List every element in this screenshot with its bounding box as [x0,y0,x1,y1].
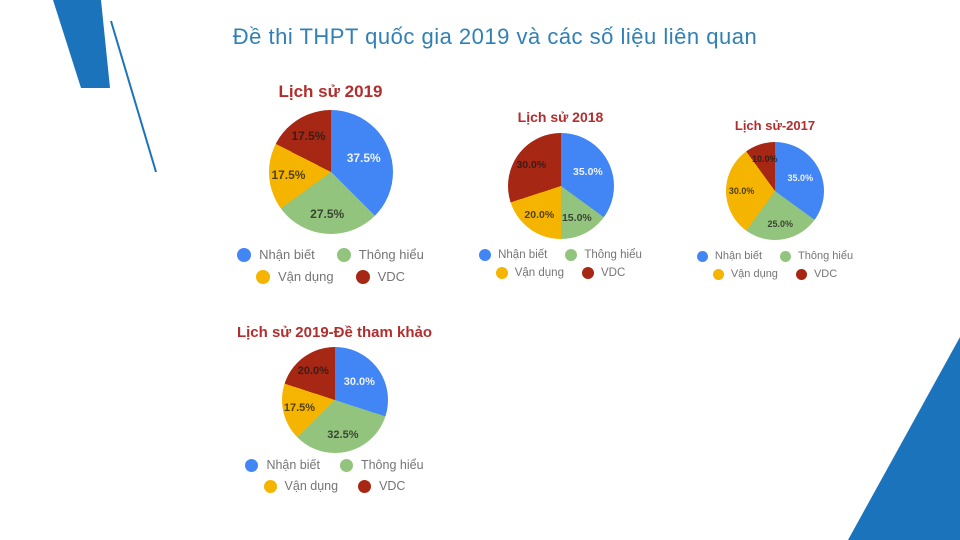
legend-label: Nhận biết [266,458,320,472]
legend-item: Vận dụng [263,479,339,493]
pie-slice-label: 30.0% [343,375,375,388]
legend-item: Thông hiểu [339,458,424,472]
legend-item: Thông hiểu [336,247,424,262]
legend-label: Thông hiểu [584,249,642,261]
legend-row: Vận dụng VDC [255,269,406,284]
legend-color-dot-icon [358,479,372,493]
legend-color-dot-icon [780,250,792,262]
page-title: Đề thi THPT quốc gia 2019 và các số liệu… [232,24,758,49]
legend-color-dot-icon [355,269,370,284]
legend-label: VDC [377,269,406,284]
legend-label: VDC [600,267,626,279]
legend-item: Vận dụng [495,267,564,279]
legend-label: Thông hiểu [798,250,854,262]
pie-lich-su-2018: 35.0% 15.0% 20.0% 30.0% [507,133,614,239]
legend-color-dot-icon [581,267,594,279]
pie-slice-label: 10.0% [751,154,778,165]
legend-color-dot-icon [237,247,252,262]
chart-legend: Nhận biết Thông hiểu Vận dụng VDC [228,247,433,284]
legend-label: Vận dụng [730,268,778,280]
legend-color-dot-icon [712,268,724,280]
pie-slice-label: 17.5% [283,402,316,415]
chart-legend: Nhận biết Thông hiểu Vận dụng VDC [468,249,653,279]
legend-row: Vận dụng VDC [495,267,626,279]
pie-chart-lich-su-2019-de-tham-khao: Lịch sử 2019-Đề tham khảo 30.0% 32.5% 17.5… [232,323,437,493]
legend-row: Nhận biết Thông hiểu [696,250,853,262]
legend-label: Nhận biết [259,247,315,262]
chart-title: Lịch sử 2018 [517,109,604,125]
legend-item: Vận dụng [712,268,778,280]
legend-color-dot-icon [795,268,807,280]
legend-row: Nhận biết Thông hiểu [245,458,424,472]
legend-item: Nhận biết [245,458,320,472]
legend-color-dot-icon [255,269,270,284]
legend-row: Nhận biết Thông hiểu [237,247,424,262]
legend-label: Vận dụng [277,269,334,284]
legend-item: VDC [581,267,626,279]
legend-row: Vận dụng VDC [712,268,838,280]
legend-label: Nhận biết [714,250,763,262]
legend-item: Thông hiểu [565,249,642,261]
pie-slice-label: 25.0% [767,218,793,229]
pie-slice-label: 35.0% [787,173,814,184]
pie-slice-label: 15.0% [561,212,592,225]
legend-color-dot-icon [696,250,708,262]
legend-color-dot-icon [495,267,508,279]
pie-slice-label: 27.5% [310,207,345,222]
legend-label: VDC [813,268,838,280]
legend-label: Thông hiểu [358,247,424,262]
legend-item: Thông hiểu [780,250,853,262]
legend-item: Vận dụng [255,269,334,284]
pie-lich-su-2019-de-tham-khao: 30.0% 32.5% 17.5% 20.0% [281,347,388,453]
legend-item: VDC [358,479,405,493]
legend-label: VDC [379,479,406,493]
legend-label: Nhận biết [498,249,548,261]
pie-slice-label: 35.0% [572,166,603,179]
legend-item: VDC [355,269,406,284]
legend-color-dot-icon [336,247,351,262]
legend-item: Nhận biết [237,247,315,262]
pie-lich-su-2019: 37.5% 27.5% 17.5% 17.5% [268,110,393,234]
chart-legend: Nhận biết Thông hiểu Vận dụng VDC [232,458,437,493]
legend-color-dot-icon [479,249,492,261]
legend-color-dot-icon [245,458,259,472]
pie-lich-su-2017: 35.0% 25.0% 30.0% 10.0% [726,142,824,240]
pie-slice-label: 17.5% [271,168,306,183]
legend-label: Thông hiểu [360,458,424,472]
pie-chart-lich-su-2018: Lịch sử 2018 35.0% 15.0% 20.0% 30.0% Nhận b… [468,109,653,279]
pie-slice-label: 20.0% [524,209,555,222]
chart-title: Lịch sử 2019-Đề tham khảo [236,324,433,341]
legend-label: Vận dụng [514,267,564,279]
pie-chart-lich-su-2017: Lịch sử-2017 35.0% 25.0% 30.0% 10.0% Nhận b… [685,118,865,280]
legend-row: Vận dụng VDC [263,479,405,493]
legend-color-dot-icon [339,458,353,472]
pie-slice-label: 17.5% [291,129,326,144]
pie-slice-label: 20.0% [297,364,329,377]
legend-color-dot-icon [565,249,578,261]
pie-slice-label: 37.5% [346,151,381,166]
chart-title: Lịch sử 2019 [278,82,383,101]
decoration-triangle [848,337,960,540]
pie-slice-label: 30.0% [728,186,755,196]
legend-row: Nhận biết Thông hiểu [479,249,642,261]
legend-label: Vận dụng [284,479,339,493]
legend-item: VDC [795,268,838,280]
legend-item: Nhận biết [696,250,763,262]
legend-color-dot-icon [263,479,277,493]
pie-slice-label: 32.5% [327,429,359,442]
pie-chart-lich-su-2019: Lịch sử 2019 37.5% 27.5% 17.5% 17.5% Nhận b… [228,82,433,284]
chart-title: Lịch sử-2017 [734,118,816,133]
legend-item: Nhận biết [479,249,547,261]
pie-slice-label: 30.0% [516,158,547,171]
chart-legend: Nhận biết Thông hiểu Vận dụng VDC [685,250,865,280]
